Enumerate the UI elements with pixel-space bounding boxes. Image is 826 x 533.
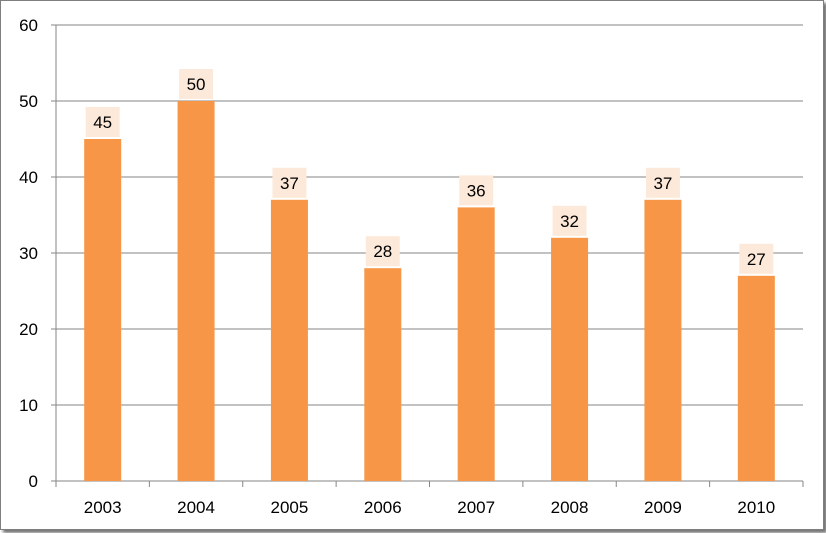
y-axis-tick-labels: 0 10 20 30 40 50 60 [19, 16, 38, 491]
data-label-2005: 37 [280, 174, 299, 193]
bar-2010 [737, 275, 775, 481]
axes [51, 24, 804, 487]
data-label-background [459, 175, 494, 206]
bar-2007 [457, 207, 495, 481]
bars [84, 101, 775, 482]
y-tick-label: 0 [29, 472, 38, 491]
bar-2004 [177, 101, 215, 481]
y-tick-label: 40 [19, 168, 38, 187]
data-label-background [365, 236, 400, 267]
data-label-background [179, 69, 214, 99]
data-label-2010: 27 [747, 250, 766, 269]
x-tick-label: 2007 [457, 498, 495, 517]
x-tick-label: 2003 [84, 498, 122, 517]
y-tick-label: 10 [19, 396, 38, 415]
data-label-background [645, 167, 680, 198]
data-label-2003: 45 [93, 113, 112, 132]
x-tick-label: 2005 [271, 498, 309, 517]
x-tick-label: 2009 [644, 498, 682, 517]
bar-2003 [84, 139, 122, 481]
x-tick-label: 2008 [551, 498, 589, 517]
x-axis-tick-labels: 2003 2004 2005 2006 2007 2008 2009 2010 [84, 498, 775, 517]
data-label-2008: 32 [560, 212, 579, 231]
data-labels: 45 50 37 28 36 32 37 27 [85, 69, 774, 274]
data-label-2009: 37 [653, 174, 672, 193]
data-label-2007: 36 [467, 181, 486, 200]
gridlines [56, 24, 803, 406]
y-tick-label: 60 [19, 16, 38, 35]
bar-2005 [270, 199, 308, 482]
data-label-2006: 28 [373, 242, 392, 261]
y-tick-label: 50 [19, 92, 38, 111]
data-label-background [552, 205, 587, 236]
y-tick-label: 20 [19, 320, 38, 339]
data-label-background [272, 167, 307, 198]
bar-2009 [644, 199, 682, 482]
x-tick-label: 2006 [364, 498, 402, 517]
data-label-2004: 50 [187, 75, 206, 94]
bar-2008 [551, 237, 589, 481]
x-tick-label: 2004 [177, 498, 215, 517]
data-label-background [739, 243, 774, 274]
bar-2006 [364, 268, 402, 481]
y-tick-label: 30 [19, 244, 38, 263]
data-label-background [85, 107, 120, 137]
x-tick-label: 2010 [737, 498, 775, 517]
